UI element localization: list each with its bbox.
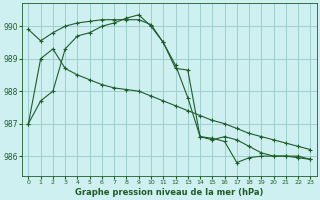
X-axis label: Graphe pression niveau de la mer (hPa): Graphe pression niveau de la mer (hPa)	[75, 188, 264, 197]
